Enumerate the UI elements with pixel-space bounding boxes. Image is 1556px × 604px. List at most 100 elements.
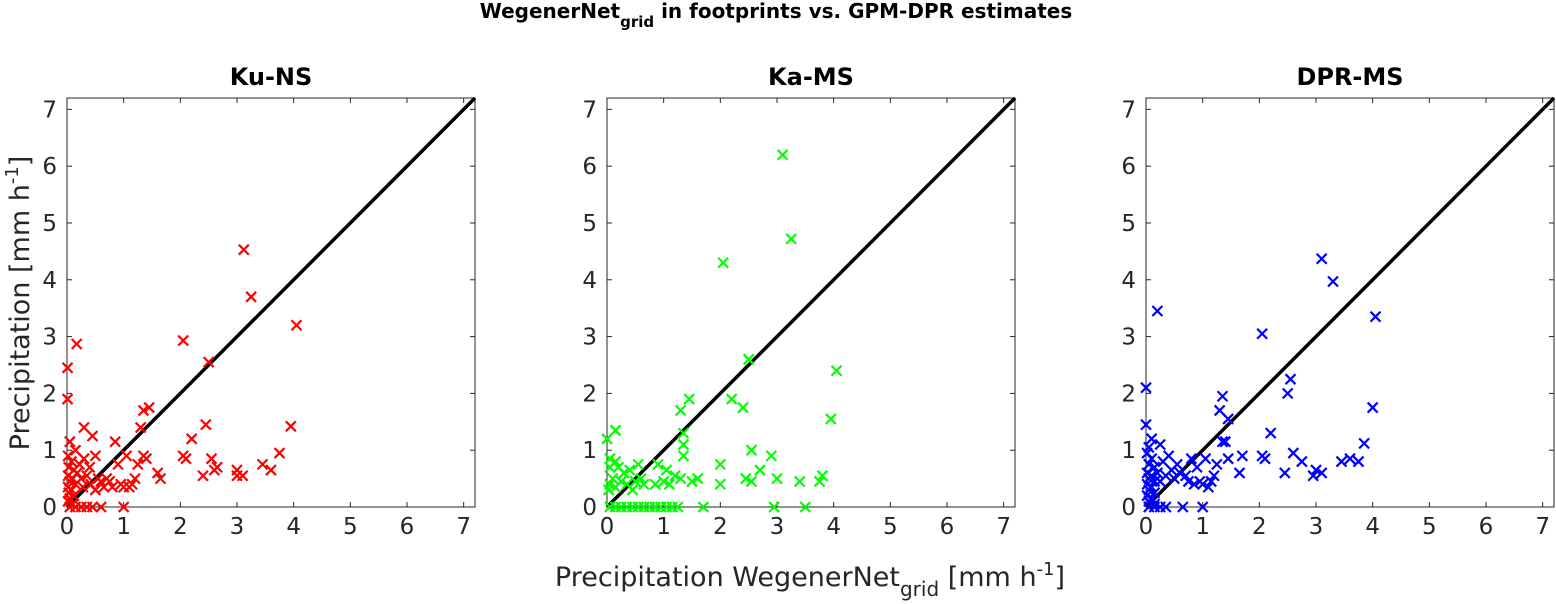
data-point-dpr-ms <box>1162 450 1175 462</box>
data-point-dpr-ms <box>1171 458 1183 471</box>
y-tick-label-ku-ns: 4 <box>42 268 57 294</box>
x-tick-label-ka-ms: 3 <box>770 514 785 540</box>
data-point-ku-ns <box>140 452 153 465</box>
data-point-dpr-ms <box>1185 452 1198 465</box>
data-point-ku-ns <box>290 319 303 331</box>
x-tick-label-ka-ms: 5 <box>883 514 898 540</box>
data-point-ku-ns <box>285 420 297 433</box>
data-point-dpr-ms <box>1233 467 1246 479</box>
data-point-ka-ms <box>663 478 676 491</box>
scatter-panels: Ku-NS 0 1 2 3 4 5 6 7 0 1 2 3 4 5 6 7 Ka-MS 0 1 2 3 4 5 6 7 0 1 2 3 4 5… <box>42 63 1556 540</box>
y-tick-label-dpr-ms: 6 <box>1121 154 1136 180</box>
data-point-ka-ms <box>601 433 613 445</box>
data-point-ka-ms <box>799 501 812 513</box>
data-point-ka-ms <box>609 424 622 437</box>
data-point-dpr-ms <box>1148 498 1161 510</box>
data-point-ka-ms <box>717 256 729 269</box>
data-point-ka-ms <box>672 501 684 513</box>
data-point-dpr-ms <box>1315 467 1328 479</box>
data-point-dpr-ms <box>1154 438 1166 451</box>
data-point-ku-ns <box>265 464 277 476</box>
data-point-ka-ms <box>768 501 780 513</box>
y-axis-label: Precipitation [mm h-1] <box>2 156 36 451</box>
figure-title-main: WegenerNet <box>480 0 621 23</box>
data-point-dpr-ms <box>1182 475 1195 488</box>
x-tick-label-ka-ms: 6 <box>940 514 955 540</box>
y-tick-label-ku-ns: 2 <box>42 381 57 407</box>
x-tick-label-ku-ns: 4 <box>286 514 301 540</box>
data-point-dpr-ms <box>1145 452 1158 465</box>
data-point-ka-ms <box>632 458 644 471</box>
data-point-ku-ns <box>126 478 138 491</box>
x-tick-label-dpr-ms: 0 <box>1139 514 1154 540</box>
figure-title-subscript: grid <box>620 13 654 31</box>
data-point-ku-ns <box>180 452 192 465</box>
data-point-dpr-ms <box>1296 455 1308 468</box>
data-point-dpr-ms <box>1259 452 1271 465</box>
data-point-dpr-ms <box>1256 327 1268 340</box>
x-tick-label-dpr-ms: 1 <box>1195 514 1210 540</box>
y-tick-label-ku-ns: 0 <box>42 495 57 521</box>
y-tick-label-dpr-ms: 0 <box>1121 495 1136 521</box>
x-tick-label-ku-ns: 1 <box>116 514 131 540</box>
data-point-dpr-ms <box>1366 401 1379 414</box>
data-point-ku-ns <box>61 362 74 374</box>
data-point-ka-ms <box>785 233 797 245</box>
panel-ka-ms: Ka-MS 0 1 2 3 4 5 6 7 0 1 2 3 4 5 6 7 <box>582 63 1017 540</box>
data-point-dpr-ms <box>1344 452 1356 465</box>
y-tick-label-ku-ns: 1 <box>42 438 57 464</box>
data-point-dpr-ms <box>1264 427 1277 439</box>
data-point-ka-ms <box>740 472 752 485</box>
data-point-ka-ms <box>604 452 616 465</box>
data-point-ku-ns <box>64 435 76 448</box>
x-tick-label-ku-ns: 6 <box>400 514 415 540</box>
data-point-dpr-ms <box>1327 275 1339 288</box>
data-point-ku-ns <box>236 469 249 482</box>
data-point-ka-ms <box>638 478 650 491</box>
data-point-ku-ns <box>143 401 155 414</box>
data-point-ka-ms <box>606 472 619 485</box>
data-point-ka-ms <box>677 450 690 462</box>
x-tick-label-ku-ns: 5 <box>343 514 358 540</box>
data-point-dpr-ms <box>1335 455 1348 468</box>
y-axis-label-superscript: -1 <box>2 166 23 184</box>
x-axis-label-close: ] <box>1055 562 1066 593</box>
y-tick-label-dpr-ms: 3 <box>1121 325 1136 351</box>
data-point-ku-ns <box>86 430 99 442</box>
data-point-dpr-ms <box>1188 478 1200 491</box>
x-axis-label-superscript: -1 <box>1037 559 1055 580</box>
data-point-dpr-ms <box>1179 469 1192 482</box>
data-point-dpr-ms <box>1219 435 1232 448</box>
data-point-ka-ms <box>825 413 837 425</box>
data-point-ku-ns <box>117 501 130 513</box>
data-point-ka-ms <box>765 450 778 462</box>
x-tick-label-ka-ms: 4 <box>826 514 841 540</box>
data-point-ka-ms <box>714 478 727 491</box>
data-point-dpr-ms <box>1202 481 1215 493</box>
data-point-dpr-ms <box>1196 501 1209 513</box>
data-point-dpr-ms <box>1208 469 1220 482</box>
x-tick-label-ka-ms: 2 <box>713 514 728 540</box>
data-point-dpr-ms <box>1213 404 1226 417</box>
x-tick-label-dpr-ms: 6 <box>1479 514 1494 540</box>
data-point-ku-ns <box>89 450 102 462</box>
reference-line-dpr-ms <box>1144 96 1556 509</box>
y-tick-label-ka-ms: 0 <box>582 495 597 521</box>
x-axis-label-main: Precipitation WegenerNet <box>555 562 900 593</box>
data-point-ka-ms <box>754 464 766 476</box>
data-point-ka-ms <box>602 484 615 496</box>
y-axis-label-close: ] <box>5 156 36 167</box>
data-point-ku-ns <box>70 338 83 350</box>
data-point-ku-ns <box>273 447 286 459</box>
panel-title-ka-ms: Ka-MS <box>768 63 854 91</box>
data-point-ku-ns <box>78 421 90 434</box>
y-tick-label-dpr-ms: 5 <box>1121 211 1136 237</box>
data-point-ku-ns <box>154 472 167 485</box>
data-point-ka-ms <box>677 427 690 439</box>
data-point-dpr-ms <box>1199 452 1212 465</box>
data-point-dpr-ms <box>1177 501 1189 513</box>
data-point-ku-ns <box>83 461 96 474</box>
data-point-ku-ns <box>132 458 144 471</box>
x-axis-label-unit: [mm h <box>939 562 1036 593</box>
